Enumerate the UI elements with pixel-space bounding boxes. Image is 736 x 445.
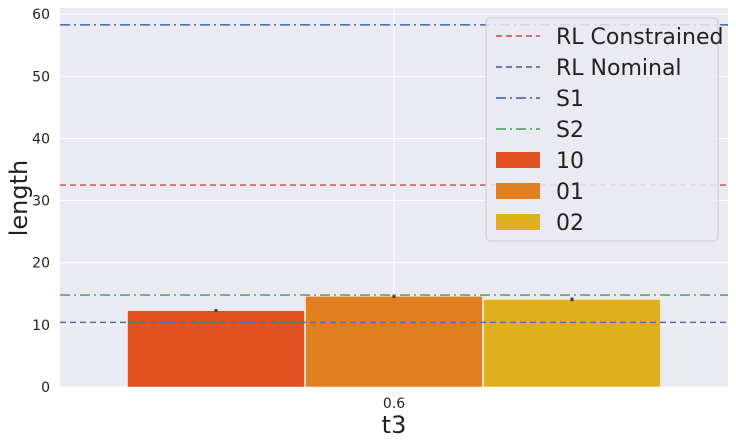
y-axis-ticks: 0 10 20 30 40 50 60: [32, 7, 50, 396]
x-axis-title: t3: [382, 411, 407, 439]
y-tick-label: 20: [32, 256, 50, 272]
y-tick-label: 60: [32, 7, 50, 23]
legend-label: 02: [556, 211, 584, 236]
bars: [127, 294, 661, 388]
legend-swatch-01: [496, 183, 540, 199]
reference-lines: [60, 23, 728, 324]
legend-label: 10: [556, 149, 584, 174]
bar-02: [483, 299, 661, 388]
bar-10: [127, 310, 305, 388]
y-tick-label: 30: [32, 194, 50, 210]
legend-label: RL Nominal: [556, 56, 682, 81]
x-tick-label: 0.6: [383, 396, 405, 412]
legend-swatch-02: [496, 214, 540, 230]
y-axis-title: length: [5, 160, 33, 237]
legend-label: RL Constrained: [556, 25, 723, 50]
legend-box: [485, 17, 719, 242]
legend-label: S1: [556, 87, 584, 112]
y-tick-label: 40: [32, 131, 50, 147]
legend-label: 01: [556, 180, 584, 205]
y-tick-label: 50: [32, 69, 50, 85]
bar-01: [305, 296, 483, 388]
y-tick-label: 0: [41, 380, 50, 396]
legend-label: S2: [556, 118, 584, 143]
x-axis-ticks: 0.6: [383, 396, 405, 412]
y-tick-label: 10: [32, 318, 50, 334]
legend-swatch-10: [496, 152, 540, 168]
legend: RL Constrained RL Nominal S1 S2 10 01 02: [485, 17, 723, 242]
